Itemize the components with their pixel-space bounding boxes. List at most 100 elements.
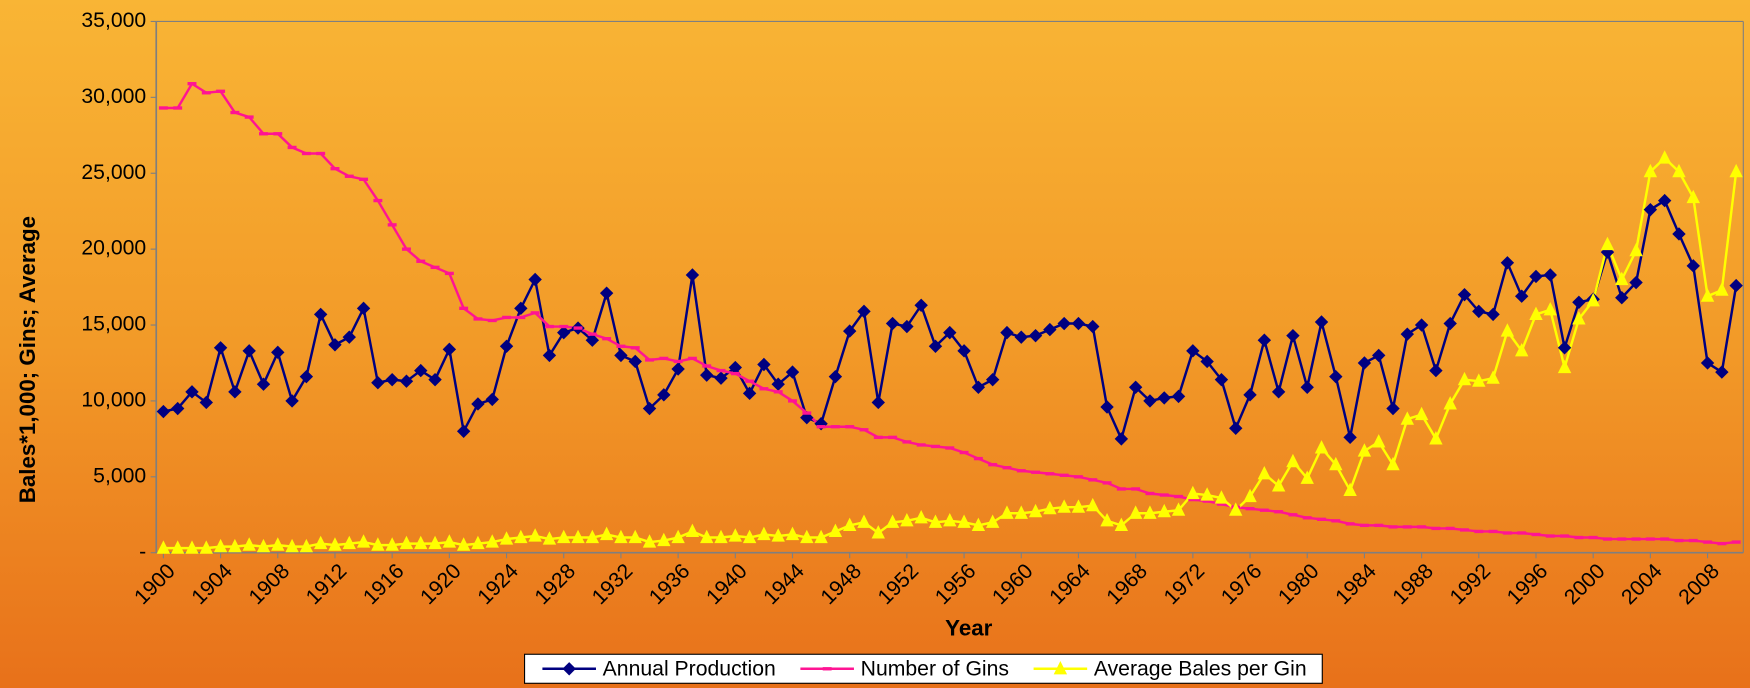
point xyxy=(759,387,769,391)
point xyxy=(1200,487,1214,501)
point xyxy=(199,395,213,410)
point xyxy=(1314,315,1329,329)
point xyxy=(1071,499,1086,513)
point xyxy=(530,311,540,315)
point xyxy=(1717,541,1727,546)
point xyxy=(499,339,514,353)
point xyxy=(328,338,342,352)
point xyxy=(959,450,969,455)
point xyxy=(242,537,256,551)
point xyxy=(1059,473,1069,477)
point xyxy=(742,529,757,544)
point xyxy=(573,326,583,330)
y-tick-label: 15,000 xyxy=(81,313,146,336)
point xyxy=(414,535,428,550)
point xyxy=(199,540,213,554)
point xyxy=(1343,482,1357,497)
point xyxy=(1157,503,1171,518)
point xyxy=(585,333,600,347)
point xyxy=(1586,292,1600,307)
point xyxy=(1688,538,1698,543)
point xyxy=(1400,327,1415,341)
point xyxy=(1245,507,1255,511)
point xyxy=(1214,490,1229,504)
point xyxy=(671,529,685,544)
point xyxy=(416,259,426,263)
point xyxy=(401,247,411,251)
point xyxy=(1157,391,1171,405)
point xyxy=(659,356,669,361)
point xyxy=(845,425,855,429)
x-tick-label: 1944 xyxy=(759,559,809,609)
point xyxy=(1700,356,1715,370)
point xyxy=(628,354,642,369)
point xyxy=(1300,380,1314,394)
point xyxy=(342,535,356,550)
point xyxy=(1543,302,1557,316)
point xyxy=(757,526,771,541)
point xyxy=(216,89,226,93)
point xyxy=(158,106,168,110)
point xyxy=(1529,306,1543,320)
point xyxy=(587,332,597,336)
point xyxy=(399,535,414,550)
point xyxy=(287,145,297,150)
point xyxy=(1572,295,1586,309)
point xyxy=(359,177,369,181)
point xyxy=(371,376,385,390)
point xyxy=(1259,508,1269,512)
point xyxy=(1402,525,1412,529)
point xyxy=(1088,478,1098,482)
point xyxy=(685,268,700,282)
point xyxy=(1053,660,1068,675)
point xyxy=(1343,430,1357,445)
x-tick-label: 1948 xyxy=(817,560,867,610)
point xyxy=(1143,505,1157,519)
point xyxy=(1629,242,1643,257)
point xyxy=(1531,532,1541,537)
point xyxy=(957,514,971,528)
point xyxy=(1057,499,1071,513)
point xyxy=(459,306,469,311)
y-tick-label: 10,000 xyxy=(81,389,146,412)
point xyxy=(1629,275,1643,290)
point xyxy=(256,377,271,391)
x-tick-label: 1960 xyxy=(988,560,1038,610)
point xyxy=(673,359,683,364)
point xyxy=(788,399,797,403)
x-tick-label: 1984 xyxy=(1331,559,1381,609)
point xyxy=(399,374,414,388)
point xyxy=(316,151,326,156)
point xyxy=(657,388,671,402)
point xyxy=(716,368,726,373)
point xyxy=(471,397,485,411)
point xyxy=(1386,401,1400,416)
point xyxy=(313,535,328,550)
point xyxy=(213,341,228,355)
point xyxy=(1002,466,1012,470)
legend-label: Annual Production xyxy=(603,657,776,680)
series-points xyxy=(158,82,1741,546)
point xyxy=(916,443,926,447)
point xyxy=(1229,421,1243,435)
point xyxy=(945,446,955,450)
point xyxy=(1557,341,1572,355)
point xyxy=(1288,513,1298,517)
point xyxy=(228,385,242,399)
point xyxy=(700,368,714,382)
point xyxy=(187,82,197,86)
point xyxy=(356,534,371,548)
point xyxy=(514,529,528,544)
point xyxy=(687,356,697,361)
point xyxy=(230,110,240,115)
point xyxy=(1274,510,1284,514)
point xyxy=(1372,434,1386,448)
point xyxy=(814,529,828,544)
point xyxy=(430,265,440,270)
point xyxy=(1603,537,1612,541)
point xyxy=(1457,287,1472,302)
y-tick-label: 35,000 xyxy=(81,9,146,32)
point xyxy=(428,535,442,550)
point xyxy=(299,538,314,553)
point xyxy=(902,440,912,444)
